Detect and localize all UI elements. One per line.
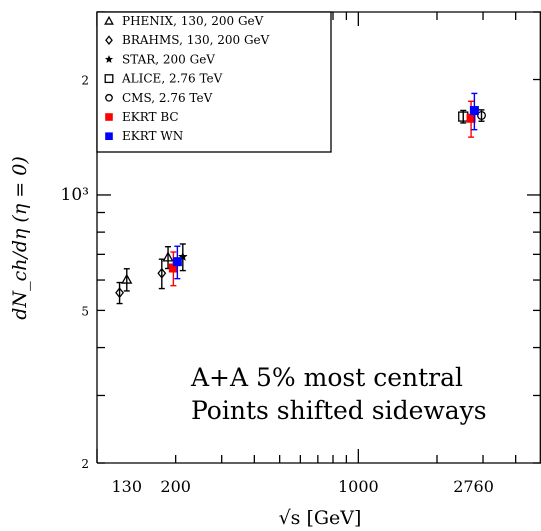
legend-label-ekrt-bc: EKRT BC	[122, 110, 179, 124]
legend-marker-alice-2-76-tev	[104, 74, 114, 84]
x-tick-label: 200	[160, 477, 191, 496]
y-tick-label: 2	[81, 74, 89, 88]
x-tick-label: 2760	[453, 477, 494, 496]
legend-label-phenix-130-200-gev: PHENIX, 130, 200 GeV	[122, 14, 264, 28]
data-point-brahms-130-200-gev	[115, 287, 125, 299]
annotation-line-2: Points shifted sideways	[191, 396, 487, 425]
data-points-group	[115, 92, 486, 305]
legend-label-star-200-gev: STAR, 200 GeV	[122, 52, 215, 66]
data-point-phenix-130-200-gev	[162, 251, 174, 262]
legend-marker-phenix-130-200-gev	[104, 15, 114, 25]
y-tick-label: 5	[81, 304, 89, 318]
data-point-ekrt-wn	[172, 257, 182, 267]
data-point-cms-2-76-tev	[477, 110, 486, 120]
data-point-ekrt-bc	[168, 263, 178, 273]
legend: PHENIX, 130, 200 GeV BRAHMS, 130, 200 GeV…	[96, 11, 332, 153]
legend-label-alice-2-76-tev: ALICE, 2.76 TeV	[121, 72, 223, 86]
legend-marker-ekrt-bc	[105, 113, 113, 121]
x-tick-label: 130	[112, 477, 143, 496]
data-point-ekrt-bc	[466, 113, 476, 123]
legend-box	[96, 11, 332, 153]
data-point-ekrt-wn	[469, 106, 479, 116]
y-tick-label: 10³	[61, 185, 89, 205]
x-axis-label: √s [GeV]	[279, 507, 362, 529]
legend-label-brahms-130-200-gev: BRAHMS, 130, 200 GeV	[122, 33, 270, 47]
y-tick-label: 2	[81, 457, 89, 471]
data-point-phenix-130-200-gev	[121, 273, 133, 284]
legend-label-ekrt-wn: EKRT WN	[122, 129, 183, 143]
x-tick-label: 1000	[338, 477, 379, 496]
y-axis-label: dN_ch/dη (η = 0)	[9, 156, 31, 319]
legend-marker-star-200-gev	[104, 54, 114, 64]
legend-marker-brahms-130-200-gev	[105, 35, 113, 46]
tick-labels-group: 130 200 1000 2760 2 10³ 5 2	[61, 74, 494, 496]
data-point-star-200-gev	[177, 251, 188, 261]
legend-label-cms-2-76-tev: CMS, 2.76 TeV	[122, 91, 213, 105]
legend-marker-cms-2-76-tev	[105, 93, 113, 102]
legend-marker-ekrt-wn	[105, 132, 113, 140]
data-point-brahms-130-200-gev	[157, 267, 167, 279]
annotation-line-1: A+A 5% most central	[190, 363, 463, 392]
